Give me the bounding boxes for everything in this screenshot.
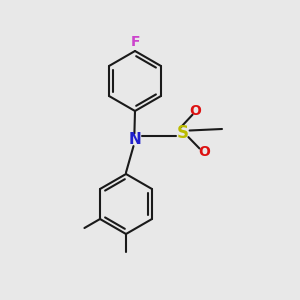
Text: S: S — [177, 124, 189, 142]
Text: N: N — [129, 132, 141, 147]
Text: O: O — [198, 145, 210, 158]
Text: O: O — [189, 104, 201, 118]
Text: F: F — [130, 34, 140, 49]
